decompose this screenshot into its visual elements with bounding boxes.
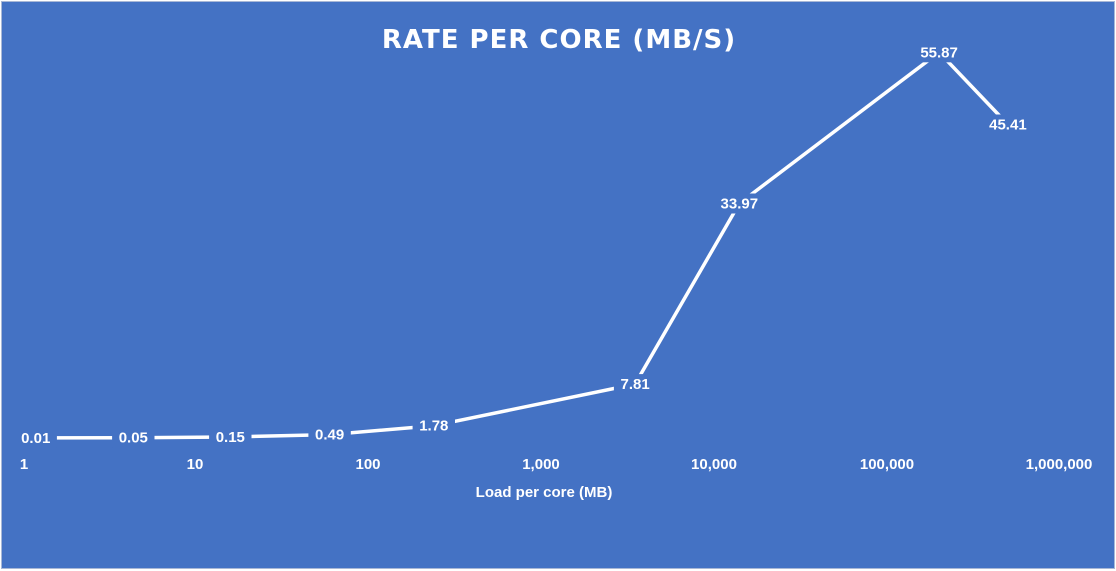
data-label-background — [209, 427, 252, 447]
data-label-background — [308, 424, 351, 445]
data-label: 33.97 — [713, 193, 765, 214]
data-label-background — [982, 114, 1034, 135]
data-label-text: 45.41 — [989, 117, 1027, 134]
data-label: 55.87 — [913, 42, 965, 63]
data-label-background — [913, 42, 965, 63]
x-tick-label: 10,000 — [691, 456, 737, 473]
data-label-text: 1.78 — [419, 418, 448, 435]
data-label: 0.49 — [308, 424, 351, 445]
x-tick-label: 1,000,000 — [1026, 456, 1093, 473]
data-label: 1.78 — [412, 415, 455, 436]
x-tick-label: 1,000 — [522, 456, 560, 473]
data-label-text: 7.81 — [620, 376, 649, 393]
data-label-background — [14, 427, 57, 448]
data-label-layer: 0.01 0.05 0.15 0.49 1.78 7.81 33.97 55.87 45.41 — [14, 42, 1034, 448]
data-label-text: 33.97 — [721, 196, 759, 213]
x-axis-title: Load per core (MB) — [476, 484, 613, 501]
data-label: 0.01 — [14, 427, 57, 448]
series-layer — [33, 50, 1010, 440]
data-label-background — [613, 374, 657, 395]
data-label-text: 0.49 — [315, 427, 344, 444]
series-line — [33, 50, 1010, 440]
x-tick-label: 100 — [355, 456, 380, 473]
data-label: 45.41 — [982, 114, 1034, 135]
data-label-background — [412, 415, 455, 436]
data-label-text: 0.15 — [216, 429, 245, 446]
data-label-background — [713, 193, 765, 214]
x-tick-label: 100,000 — [860, 456, 914, 473]
data-label-text: 0.05 — [119, 430, 148, 447]
data-label-text: 0.01 — [21, 430, 50, 447]
x-tick-label: 1 — [20, 456, 28, 473]
x-axis-ticks: 1 10 100 1,000 10,000 100,000 1,000,000 — [20, 456, 1093, 473]
data-label-text: 55.87 — [920, 44, 958, 61]
data-label: 7.81 — [613, 374, 657, 395]
chart-title: RATE PER CORE (MB/S) — [382, 25, 736, 55]
data-label: 0.15 — [209, 427, 252, 447]
x-tick-label: 10 — [187, 456, 204, 473]
data-label: 0.05 — [112, 427, 155, 448]
data-label-background — [112, 427, 155, 448]
